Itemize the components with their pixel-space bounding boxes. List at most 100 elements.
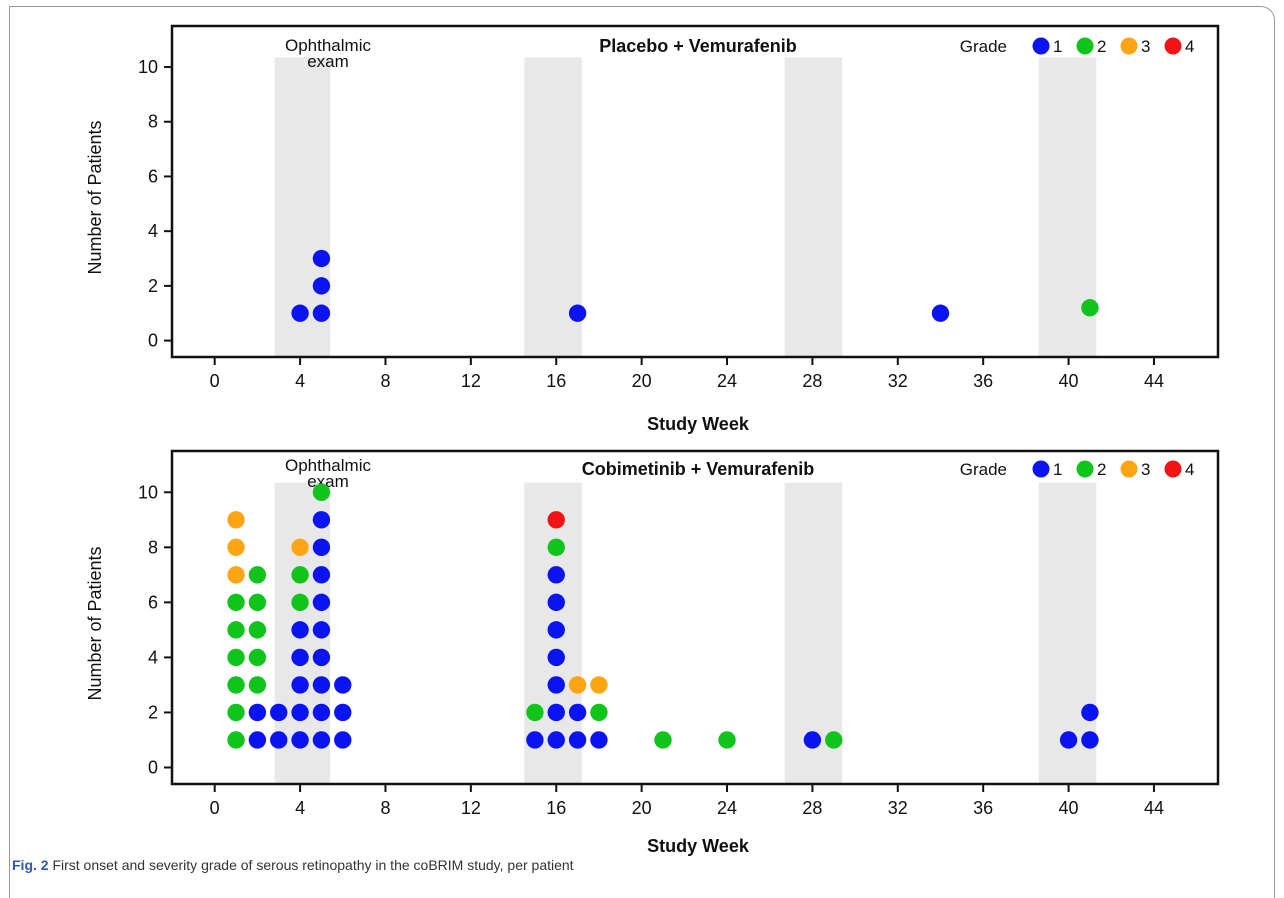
data-point-grade-1 [312,648,331,667]
data-point-grade-1 [291,304,309,322]
data-point-grade-3 [568,676,587,694]
data-point-grade-1 [291,676,309,694]
caption-text: First onset and severity grade of serous… [52,857,574,873]
data-point-grade-1 [312,676,331,694]
y-tick-label: 2 [148,702,158,722]
y-tick-label: 10 [138,482,158,502]
data-point-grade-1 [312,538,331,557]
data-point-grade-1 [291,648,309,667]
data-point-grade-2 [227,621,245,639]
x-tick-label: 8 [380,798,390,818]
data-point-grade-2 [654,731,672,749]
data-point-grade-2 [248,621,267,639]
legend-title: Grade [960,37,1007,56]
data-point-grade-1 [312,593,331,612]
data-point-grade-2 [1081,299,1099,317]
data-point-grade-2 [248,676,267,694]
data-point-grade-1 [1081,703,1099,722]
x-tick-label: 8 [380,371,390,391]
y-tick-label: 0 [148,757,158,777]
y-tick-label: 8 [148,112,158,132]
x-tick-label: 32 [888,371,908,391]
data-point-grade-1 [248,703,267,722]
data-point-grade-1 [312,249,331,268]
x-axis-label: Study Week [647,836,750,856]
legend-marker-grade-1 [1032,460,1050,478]
data-point-grade-1 [547,593,565,612]
y-tick-label: 4 [148,221,158,241]
x-tick-label: 16 [546,798,566,818]
x-tick-label: 12 [461,371,481,391]
data-point-grade-2 [547,538,565,557]
x-tick-label: 44 [1144,798,1164,818]
data-point-grade-1 [312,277,331,295]
data-point-grade-1 [334,676,352,694]
legend-label-grade-4: 4 [1185,37,1194,56]
data-point-grade-1 [1059,731,1078,749]
x-tick-label: 20 [632,798,652,818]
data-point-grade-1 [547,676,565,694]
legend-marker-grade-4 [1164,460,1182,478]
x-tick-label: 20 [632,371,652,391]
data-point-grade-1 [547,648,565,667]
y-tick-label: 6 [148,592,158,612]
data-point-grade-1 [547,621,565,639]
legend-label-grade-1: 1 [1053,460,1062,479]
x-tick-label: 24 [717,798,737,818]
data-point-grade-1 [291,731,309,749]
chart-title: Cobimetinib + Vemurafenib [582,459,815,479]
x-tick-label: 12 [461,798,481,818]
x-tick-label: 28 [802,798,822,818]
data-point-grade-3 [227,566,245,584]
legend-label-grade-2: 2 [1097,460,1106,479]
data-point-grade-1 [248,731,267,749]
legend-title: Grade [960,460,1007,479]
x-tick-label: 36 [973,798,993,818]
y-tick-label: 10 [138,57,158,77]
x-tick-label: 44 [1144,371,1164,391]
chart-title: Placebo + Vemurafenib [599,36,797,56]
data-point-grade-1 [312,304,331,322]
x-tick-label: 0 [210,798,220,818]
data-point-grade-2 [227,593,245,612]
data-point-grade-1 [526,731,544,749]
data-point-grade-4 [547,511,565,529]
legend-marker-grade-3 [1120,460,1138,478]
data-point-grade-2 [291,593,309,612]
data-point-grade-2 [825,731,843,749]
data-point-grade-1 [270,731,288,749]
data-point-grade-1 [568,304,587,322]
data-point-grade-1 [803,731,822,749]
figure-frame [9,6,1275,898]
exam-annotation-line: Ophthalmic [285,456,371,475]
legend-marker-grade-2 [1076,460,1094,478]
x-tick-label: 16 [546,371,566,391]
data-point-grade-1 [312,731,331,749]
data-point-grade-1 [334,703,352,722]
data-point-grade-1 [312,621,331,639]
data-point-grade-3 [227,511,245,529]
figure-caption: Fig. 2 First onset and severity grade of… [12,857,574,873]
data-point-grade-1 [568,703,587,722]
data-point-grade-2 [227,703,245,722]
x-tick-label: 40 [1059,798,1079,818]
legend-marker-grade-1 [1032,37,1050,55]
data-point-grade-2 [590,703,608,722]
y-axis-label: Number of Patients [85,120,105,274]
y-tick-label: 2 [148,276,158,296]
legend-label-grade-3: 3 [1141,37,1150,56]
data-point-grade-2 [227,648,245,667]
data-point-grade-1 [270,703,288,722]
data-point-grade-1 [931,304,950,322]
legend-marker-grade-4 [1164,37,1182,55]
legend-label-grade-4: 4 [1185,460,1194,479]
data-point-grade-1 [334,731,352,749]
exam-annotation-line: exam [307,52,349,71]
data-point-grade-2 [526,703,544,722]
data-point-grade-2 [248,593,267,612]
plot-area-border [170,24,1220,359]
data-point-grade-1 [312,566,331,584]
